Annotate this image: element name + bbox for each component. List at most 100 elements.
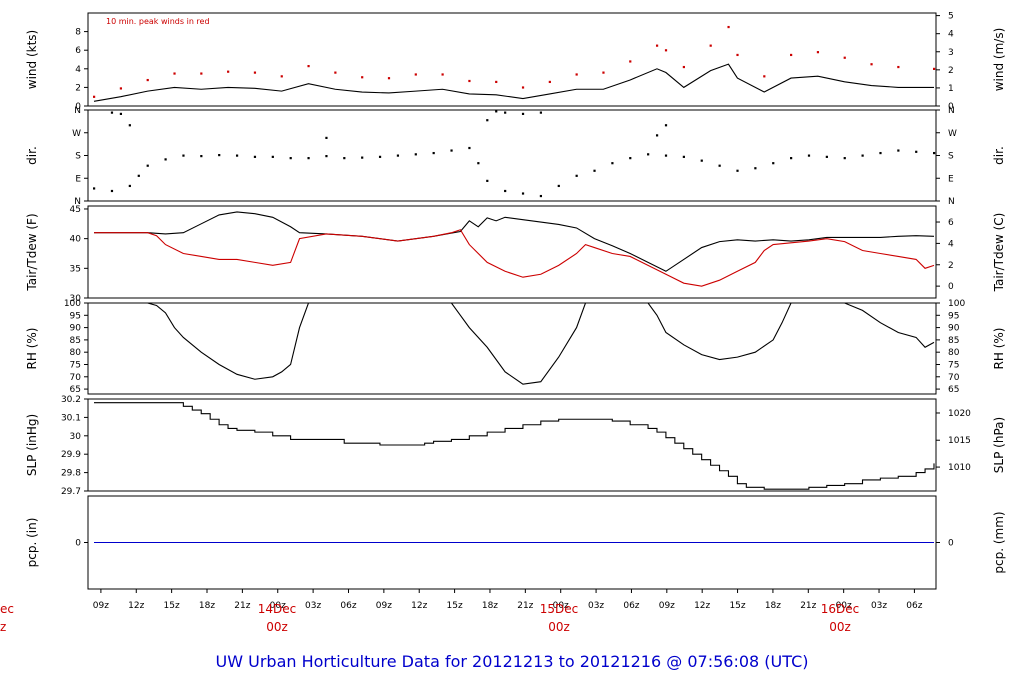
ytick-left-label: 0 bbox=[75, 102, 81, 112]
data-point bbox=[227, 70, 230, 73]
series-temp-tair bbox=[94, 211, 935, 272]
series-slp-slp bbox=[94, 402, 935, 490]
series-line bbox=[93, 63, 934, 102]
data-point bbox=[325, 155, 328, 158]
data-point bbox=[593, 169, 596, 172]
data-point bbox=[915, 150, 918, 153]
x-axis: 09z 12z 15z 18z 21z 00z 03z 06z 09z 12z 15z 18z 21z 0… bbox=[0, 589, 923, 634]
data-point bbox=[146, 78, 149, 82]
data-point bbox=[664, 124, 668, 127]
xtick-label: 15z bbox=[164, 601, 180, 611]
data-point bbox=[790, 53, 793, 57]
ytick-left-label: 45 bbox=[70, 205, 81, 215]
ytick-left-label: E bbox=[75, 174, 81, 184]
data-point bbox=[119, 112, 123, 115]
day-label-hour: 00z bbox=[548, 620, 570, 634]
data-point bbox=[119, 87, 123, 90]
ytick-left-label: S bbox=[75, 152, 81, 162]
panel-frame-temp bbox=[87, 205, 937, 299]
series-rh-rh bbox=[94, 302, 935, 385]
ylabel-right-pcp: pcp. (mm) bbox=[992, 511, 1006, 573]
ytick-right-label: 1010 bbox=[948, 463, 971, 473]
data-point bbox=[611, 162, 614, 165]
data-point bbox=[441, 73, 444, 76]
ytick-left-label: 8 bbox=[75, 28, 81, 38]
ylabel-right-dir: dir. bbox=[992, 146, 1006, 165]
data-point bbox=[763, 75, 766, 78]
series-line bbox=[94, 229, 935, 287]
ylabel-right-rh: RH (%) bbox=[992, 328, 1006, 370]
data-point bbox=[843, 157, 846, 160]
ytick-right-label: 95 bbox=[948, 311, 959, 321]
ytick-right-label: 1015 bbox=[948, 436, 971, 446]
data-point bbox=[825, 155, 828, 158]
data-point bbox=[110, 189, 114, 193]
data-point bbox=[727, 25, 730, 29]
series-line bbox=[94, 402, 935, 490]
data-point bbox=[146, 164, 149, 167]
day-label-date: 16Dec bbox=[821, 602, 860, 616]
wind-annotation: 10 min. peak winds in red bbox=[106, 17, 210, 26]
data-point bbox=[307, 157, 310, 160]
data-point bbox=[682, 65, 685, 69]
ytick-right-label: 2 bbox=[948, 261, 954, 271]
ytick-right-label: N bbox=[948, 197, 955, 207]
data-point bbox=[325, 136, 328, 140]
ytick-left-label: 29.9 bbox=[61, 450, 81, 460]
data-point bbox=[879, 151, 882, 155]
xtick-label: 21z bbox=[800, 601, 816, 611]
day-label-date: 14Dec bbox=[258, 602, 297, 616]
data-point bbox=[289, 157, 292, 160]
data-point bbox=[700, 159, 703, 162]
panel-frame-rh bbox=[87, 302, 937, 395]
panel-frame-slp bbox=[87, 398, 937, 492]
ytick-left-label: 30.2 bbox=[61, 395, 81, 405]
xtick-label: 21z bbox=[517, 601, 533, 611]
data-point bbox=[548, 80, 551, 84]
ytick-right-label: 85 bbox=[948, 336, 959, 346]
data-point bbox=[93, 187, 96, 190]
data-point bbox=[182, 154, 185, 157]
series-line bbox=[94, 302, 935, 385]
ylabel-right-slp: SLP (hPa) bbox=[992, 417, 1006, 473]
data-point bbox=[235, 154, 239, 157]
ytick-right-label: 70 bbox=[948, 373, 960, 383]
data-point bbox=[414, 153, 417, 156]
data-point bbox=[539, 111, 543, 114]
data-point bbox=[897, 149, 900, 152]
ytick-left-label: 4 bbox=[75, 65, 81, 75]
data-point bbox=[218, 153, 221, 157]
data-point bbox=[137, 174, 140, 177]
ytick-left-label: W bbox=[72, 129, 81, 139]
ytick-left-label: 100 bbox=[64, 299, 81, 309]
ytick-right-label: 1 bbox=[948, 84, 954, 94]
ytick-right-label: 4 bbox=[948, 30, 954, 40]
ytick-left-label: 30 bbox=[70, 432, 82, 442]
xtick-label: 09z bbox=[376, 601, 392, 611]
xtick-label: 06z bbox=[906, 601, 922, 611]
series-line bbox=[94, 211, 935, 272]
day-label-hour: 00z bbox=[829, 620, 851, 634]
data-point bbox=[521, 192, 525, 195]
xtick-label: 18z bbox=[199, 601, 215, 611]
data-point bbox=[495, 110, 498, 113]
data-point bbox=[164, 158, 167, 161]
ytick-left-label: 35 bbox=[70, 264, 81, 274]
xtick-label: 06z bbox=[340, 601, 356, 611]
data-point bbox=[468, 79, 471, 83]
xtick-label: 18z bbox=[482, 601, 498, 611]
data-point bbox=[539, 194, 543, 198]
ytick-right-label: 65 bbox=[948, 385, 959, 395]
data-point bbox=[664, 49, 668, 52]
data-point bbox=[664, 154, 668, 157]
data-point bbox=[816, 51, 820, 54]
series-temp-tdew bbox=[94, 229, 935, 287]
ytick-left-label: 70 bbox=[70, 373, 82, 383]
data-point bbox=[128, 184, 131, 188]
data-point bbox=[307, 65, 310, 68]
data-point bbox=[655, 134, 659, 137]
data-point bbox=[414, 73, 417, 76]
figure-title: UW Urban Horticulture Data for 20121213 … bbox=[216, 652, 809, 671]
data-point bbox=[280, 75, 283, 78]
